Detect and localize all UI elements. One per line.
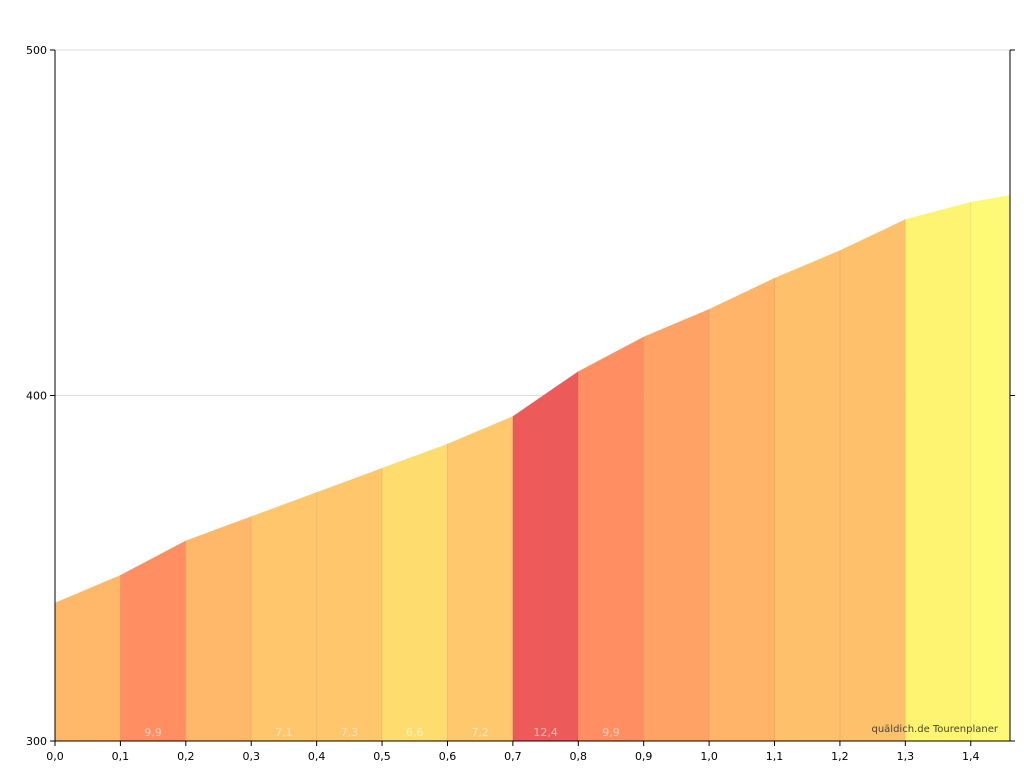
segment-grade-label: 9,9 bbox=[602, 726, 620, 739]
x-tick-label: 0,4 bbox=[308, 750, 326, 763]
x-tick-label: 1,3 bbox=[897, 750, 915, 763]
x-tick-label: 0,0 bbox=[46, 750, 64, 763]
segment-grade-label: 7,3 bbox=[341, 726, 359, 739]
segment-grade-label: 7,1 bbox=[275, 726, 293, 739]
x-tick-label: 1,0 bbox=[700, 750, 718, 763]
gradient-segment bbox=[905, 202, 971, 741]
gradient-segment bbox=[316, 468, 383, 741]
x-tick-label: 0,2 bbox=[177, 750, 195, 763]
gradient-segment bbox=[120, 540, 186, 741]
x-tick-label: 1,1 bbox=[766, 750, 784, 763]
gradient-segment bbox=[512, 371, 579, 741]
credit-text: quäldich.de Tourenplaner bbox=[871, 724, 998, 735]
gradient-segment bbox=[578, 336, 644, 741]
segment-grade-label: 12,4 bbox=[533, 726, 558, 739]
x-tick-label: 0,5 bbox=[373, 750, 391, 763]
gradient-segment bbox=[382, 443, 448, 741]
x-tick-label: 1,2 bbox=[831, 750, 849, 763]
x-tick-label: 0,6 bbox=[439, 750, 457, 763]
segment-grade-label: 9,9 bbox=[144, 726, 162, 739]
y-tick-label: 300 bbox=[26, 735, 47, 748]
x-tick-label: 0,9 bbox=[635, 750, 653, 763]
x-tick-label: 1,4 bbox=[962, 750, 980, 763]
gradient-segment bbox=[970, 195, 1010, 742]
segment-labels: 9,9 7,1 7,3 6,6 7,2 12,4 9,9 bbox=[144, 726, 619, 739]
gradient-segment bbox=[447, 416, 513, 741]
gradient-segment bbox=[185, 516, 252, 741]
y-tick-label: 500 bbox=[26, 44, 47, 57]
segment-grade-label: 7,2 bbox=[471, 726, 489, 739]
segment-grade-label: 6,6 bbox=[406, 726, 424, 739]
gradient-segment bbox=[709, 278, 775, 741]
gradient-segment bbox=[774, 250, 840, 741]
gradient-segment bbox=[55, 575, 121, 741]
axes: 300 400 500 0,0 0,1 0,2 0,3 0,4 0,5 0,6 0,7 0,8 0,9 1… bbox=[26, 44, 1015, 763]
gradient-segment bbox=[643, 309, 710, 741]
x-tick-label: 0,8 bbox=[570, 750, 588, 763]
gradient-segments bbox=[55, 195, 1010, 742]
x-tick-label: 0,7 bbox=[504, 750, 522, 763]
gradient-segment bbox=[839, 219, 906, 742]
gradient-segment bbox=[251, 492, 317, 741]
y-tick-label: 400 bbox=[26, 390, 47, 403]
x-tick-label: 0,1 bbox=[112, 750, 130, 763]
x-tick-label: 0,3 bbox=[242, 750, 260, 763]
segment-dividers bbox=[119, 202, 972, 741]
